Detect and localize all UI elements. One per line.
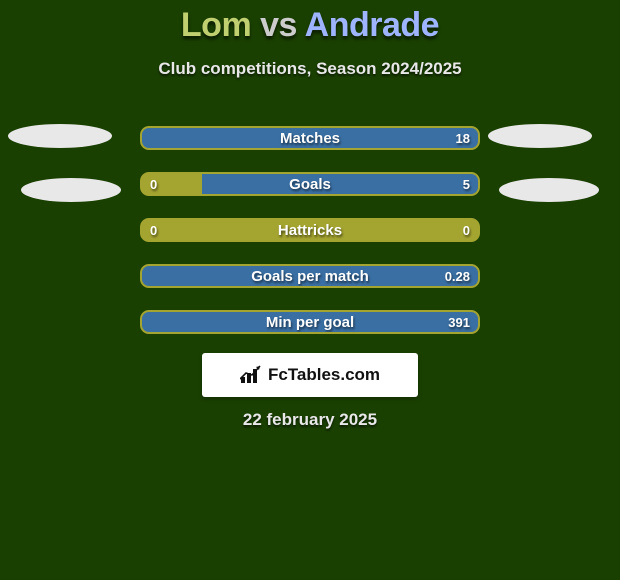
stat-fill-right bbox=[142, 266, 478, 286]
player2-photo-a bbox=[488, 124, 592, 148]
stat-row: Hattricks00 bbox=[140, 218, 480, 242]
source-badge: FcTables.com bbox=[202, 353, 418, 397]
chart-icon bbox=[240, 365, 262, 385]
stat-row: Goals05 bbox=[140, 172, 480, 196]
stat-fill-left bbox=[142, 174, 202, 194]
page-title: Lom vs Andrade bbox=[0, 0, 620, 45]
player2-photo-b bbox=[499, 178, 599, 202]
comparison-card: Lom vs Andrade Club competitions, Season… bbox=[0, 0, 620, 580]
source-badge-text: FcTables.com bbox=[268, 365, 380, 385]
stat-row: Matches18 bbox=[140, 126, 480, 150]
stat-row: Min per goal391 bbox=[140, 310, 480, 334]
stat-fill-left bbox=[142, 220, 478, 240]
stat-row: Goals per match0.28 bbox=[140, 264, 480, 288]
subtitle: Club competitions, Season 2024/2025 bbox=[0, 59, 620, 79]
player1-name: Lom bbox=[181, 6, 251, 44]
player1-photo-a bbox=[8, 124, 112, 148]
stat-fill-right bbox=[142, 312, 478, 332]
title-vs: vs bbox=[260, 6, 297, 44]
stat-fill-right bbox=[142, 128, 478, 148]
player1-photo-b bbox=[21, 178, 121, 202]
player2-name: Andrade bbox=[305, 6, 439, 44]
stat-fill-right bbox=[202, 174, 478, 194]
stats-table: Matches18 Goals05 Hattricks00 Goals per mat… bbox=[140, 126, 480, 356]
date-label: 22 february 2025 bbox=[0, 410, 620, 430]
